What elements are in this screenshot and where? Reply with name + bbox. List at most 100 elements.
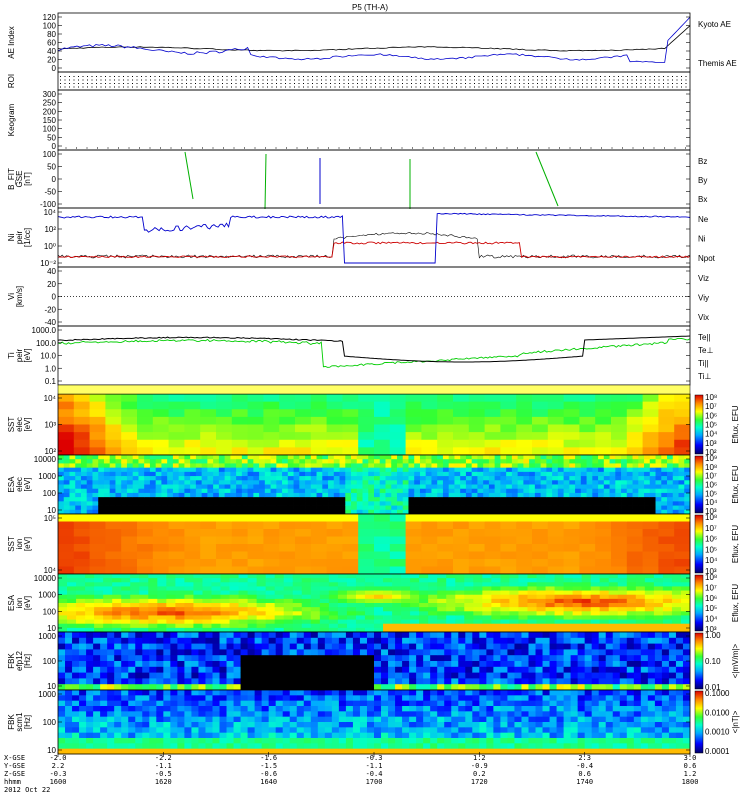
fbk-e12-cell	[654, 684, 663, 691]
sst-electron-cell	[421, 432, 438, 441]
esa-electron-cell	[488, 501, 496, 506]
fbk-e12-cell	[282, 637, 291, 644]
esa-ion-cell	[527, 623, 537, 629]
fbk-e12-cell	[409, 649, 417, 656]
sst-ion-cell	[310, 536, 327, 545]
sst-ion-cell	[342, 529, 359, 537]
esa-ion-cell	[130, 607, 140, 612]
esa-ion-cell	[419, 623, 429, 629]
fbk-e12-cell	[584, 655, 593, 662]
fbk-e12-cell	[58, 637, 66, 644]
fbk-e12-cell	[479, 637, 487, 644]
sst-ion-cell	[152, 559, 169, 567]
fbk-e12-cell	[675, 661, 684, 668]
fbk-scm-cell	[93, 690, 101, 696]
legend-temperature: Te||	[698, 333, 711, 342]
esa-electron-cell	[190, 488, 197, 494]
sst-ion-cell	[326, 566, 343, 575]
fbk-e12-cell	[107, 672, 115, 679]
esa-electron-cell	[63, 492, 70, 498]
esa-ion-cell	[644, 627, 655, 633]
esa-electron-cell	[270, 471, 277, 477]
sst-electron-cell	[374, 424, 391, 433]
fbk-e12-cell	[289, 632, 298, 639]
roi-dot	[483, 86, 484, 88]
esa-electron-cell	[649, 459, 656, 464]
fbk-e12-cell	[500, 666, 508, 673]
esa-ion-cell	[319, 615, 330, 620]
sst-electron-cell	[468, 416, 485, 425]
esa-ion-cell	[626, 615, 637, 620]
esa-electron-cell	[465, 455, 473, 460]
sst-electron-cell	[73, 424, 90, 433]
esa-electron-cell	[339, 471, 346, 477]
fbk-e12-cell	[233, 649, 241, 656]
roi-dot	[514, 79, 516, 81]
sst-electron-cell	[247, 416, 264, 425]
fbk-e12-cell	[542, 632, 550, 639]
esa-electron-cell	[442, 480, 450, 485]
sst-ion-cell	[500, 536, 517, 545]
roi-dot	[622, 79, 624, 81]
esa-electron-cell	[672, 488, 679, 494]
sst-electron-cell	[326, 401, 343, 410]
esa-electron-cell	[529, 484, 536, 490]
esa-electron-cell	[247, 455, 254, 460]
esa-ion-cell	[617, 603, 628, 608]
fbk-e12-cell	[184, 678, 192, 685]
sst-electron-cell	[484, 424, 501, 433]
esa-electron-cell	[178, 459, 185, 464]
esa-electron-cell	[368, 467, 375, 473]
fbk-e12-cell	[345, 649, 354, 656]
sst-ion-cell	[58, 559, 75, 567]
esa-ion-cell	[58, 582, 68, 587]
esa-ion-cell	[410, 627, 420, 633]
roi-dot	[307, 76, 309, 77]
esa-electron-cell	[483, 488, 490, 494]
esa-ion-cell	[473, 611, 483, 616]
esa-electron-cell	[115, 471, 122, 477]
sst-ion-cell	[216, 551, 233, 560]
fbk-e12-cell	[366, 643, 375, 650]
fbk-scm-cell	[65, 748, 73, 755]
esa-ion-cell	[166, 607, 176, 612]
fbk-e12-cell	[282, 684, 291, 691]
fbk-e12-cell	[514, 637, 522, 644]
roi-dot	[667, 83, 669, 84]
sst-electron-cell	[295, 409, 312, 418]
sst-ion-cell	[421, 514, 438, 522]
sst-electron-cell	[437, 432, 454, 441]
esa-electron-cell	[391, 480, 398, 485]
fbk-e12-cell	[423, 678, 431, 685]
esa-electron-cell	[661, 501, 668, 506]
esa-ion-cell	[509, 590, 519, 596]
esa-electron-cell	[448, 505, 455, 511]
sst-ion-cell	[89, 536, 106, 545]
fbk-e12-cell	[633, 655, 642, 662]
esa-electron-cell	[218, 463, 226, 469]
sst-ion-cell	[626, 536, 643, 545]
fbk-e12-cell	[170, 678, 178, 685]
roi-dot	[325, 76, 327, 77]
esa-electron-cell	[615, 501, 622, 506]
sst-electron-cell	[89, 394, 106, 403]
esa-electron-cell	[310, 480, 317, 485]
esa-electron-cell	[471, 476, 478, 481]
esa-electron-cell	[552, 509, 559, 515]
esa-electron-cell	[621, 497, 628, 502]
roi-dot	[96, 83, 97, 84]
fbk-e12-cell	[556, 632, 564, 639]
fbk-e12-cell	[577, 678, 586, 685]
esa-electron-cell	[460, 501, 467, 506]
sst-ion-cell	[579, 559, 596, 567]
esa-electron-cell	[115, 480, 122, 485]
esa-ion-cell	[58, 627, 68, 633]
sst-ion-cell	[200, 514, 217, 522]
fbk-e12-cell	[310, 661, 319, 668]
esa-electron-cell	[414, 509, 421, 515]
fbk-e12-cell	[598, 637, 607, 644]
fbk-e12-cell	[577, 637, 586, 644]
sst-ion-cell	[405, 566, 422, 575]
esa-electron-cell	[184, 488, 191, 494]
esa-ion-cell	[500, 627, 510, 633]
